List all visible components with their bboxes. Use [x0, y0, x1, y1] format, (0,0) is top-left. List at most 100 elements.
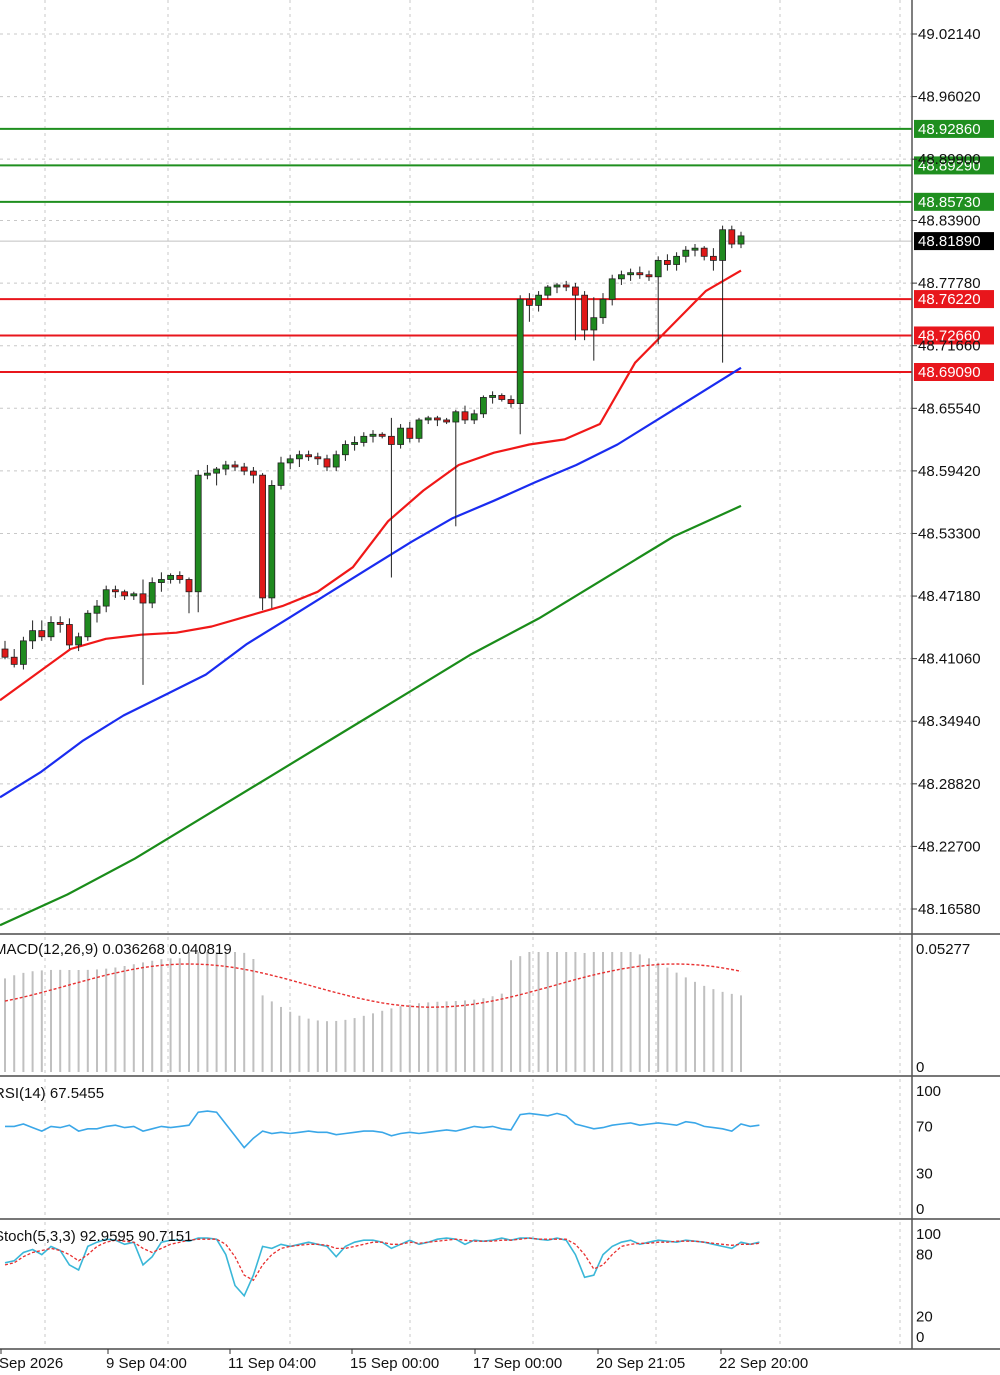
candle-bearish — [461, 411, 469, 421]
macd-top-tick: 0.05277 — [916, 941, 970, 958]
support-line-badge — [914, 326, 994, 345]
price-tick-label: 48.89900 — [918, 151, 981, 168]
resistance-line-label: 48.89290 — [918, 157, 981, 174]
price-tick-label: 48.59420 — [918, 463, 981, 480]
stoch-tick-label: 20 — [916, 1308, 933, 1325]
candle-bullish — [452, 411, 460, 423]
candle-bullish — [719, 229, 726, 261]
candle-bearish — [176, 575, 184, 580]
candle-bullish — [489, 395, 497, 398]
candle-bullish — [341, 444, 349, 456]
price-tick-label: 48.71660 — [918, 338, 981, 355]
resistance-line-badge — [914, 156, 994, 175]
candle-bearish — [406, 427, 414, 439]
candle-bearish — [581, 294, 588, 331]
support-line-label: 48.72660 — [918, 327, 981, 344]
resistance-line-label: 48.85730 — [918, 194, 981, 211]
time-tick-label: 20 Sep 21:05 — [596, 1355, 685, 1372]
current-price-badge — [914, 232, 994, 251]
candle-bullish — [553, 284, 561, 288]
rsi-label: RSI(14) 67.5455 — [0, 1085, 104, 1102]
price-tick-label: 48.22700 — [918, 838, 981, 855]
candle-bearish — [664, 260, 671, 265]
price-tick-label: 48.16580 — [918, 901, 981, 918]
price-tick-label: 49.02140 — [918, 26, 981, 43]
candle-bearish — [231, 464, 239, 468]
candle-bullish — [194, 474, 202, 593]
candle-bearish — [139, 593, 147, 604]
candle-bearish — [645, 274, 653, 278]
candle-bullish — [544, 286, 552, 296]
candle-bearish — [38, 630, 46, 638]
candle-bullish — [737, 235, 745, 245]
price-tick-label: 48.41060 — [918, 651, 981, 668]
macd-label: MACD(12,26,9) 0.036268 0.040819 — [0, 941, 232, 958]
candle-bearish — [323, 458, 331, 468]
candle-bearish — [249, 470, 257, 476]
macd-signal-line — [4, 963, 742, 1008]
support-line-badge — [914, 290, 994, 309]
candle-bullish — [535, 294, 542, 306]
rsi-tick-label: 30 — [916, 1166, 933, 1183]
rsi-tick-label: 70 — [916, 1118, 933, 1135]
candle-bearish — [443, 419, 451, 423]
candle-bullish — [682, 249, 690, 257]
candle-bearish — [572, 286, 579, 296]
candle-bearish — [507, 399, 515, 404]
candle-bullish — [102, 589, 110, 607]
time-tick-label: Sep 2026 — [0, 1355, 63, 1372]
candle-bullish — [295, 454, 303, 460]
candle-bullish — [93, 605, 101, 614]
candle-bullish — [29, 630, 37, 642]
candle-bullish — [516, 298, 524, 404]
candle-bullish — [277, 462, 285, 486]
candle-bullish — [222, 464, 230, 470]
price-tick-label: 48.28820 — [918, 776, 981, 793]
time-tick-label: 15 Sep 00:00 — [350, 1355, 439, 1372]
candle-bearish — [433, 417, 441, 421]
price-tick-label: 48.53300 — [918, 525, 981, 542]
candle-bullish — [75, 636, 82, 646]
candle-bullish — [360, 435, 368, 443]
candle-bullish — [673, 255, 680, 265]
resistance-line-badge — [914, 119, 994, 138]
rsi-panel: RSI(14) 67.5455 100 70 30 0 — [0, 1083, 941, 1218]
candle-bullish — [627, 272, 634, 276]
ma-fast-line — [0, 269, 742, 702]
grid — [0, 0, 912, 1349]
candle-bearish — [56, 622, 64, 625]
candle-bullish — [351, 442, 359, 445]
time-axis: Sep 2026 9 Sep 04:00 11 Sep 04:00 15 Sep 00… — [0, 1349, 808, 1372]
candle-bearish — [112, 589, 119, 593]
macd-panel: MACD(12,26,9) 0.036268 0.040819 0.05277 0 — [0, 941, 970, 1076]
candle-bearish — [259, 474, 267, 599]
stoch-panel: Stoch(5,3,3) 92.9595 90.7151 100 80 20 0 — [0, 1226, 941, 1346]
price-tick-label: 48.83900 — [918, 213, 981, 230]
candle-bearish — [562, 284, 570, 288]
candle-bearish — [121, 591, 128, 597]
time-tick-label: 9 Sep 04:00 — [106, 1355, 187, 1372]
candle-bullish — [618, 274, 625, 280]
candle-bullish — [148, 582, 156, 604]
support-line-badge — [914, 362, 994, 381]
candle-bullish — [47, 622, 55, 638]
candle-bullish — [590, 317, 598, 331]
price-tick-label: 48.34940 — [918, 713, 981, 730]
macd-zero-tick: 0 — [916, 1059, 924, 1076]
candle-bullish — [470, 413, 478, 421]
stoch-tick-label: 80 — [916, 1247, 933, 1264]
price-tick-label: 48.65540 — [918, 400, 981, 417]
candle-bearish — [498, 395, 506, 400]
candle-bullish — [415, 419, 423, 439]
candle-bullish — [84, 612, 92, 638]
stoch-tick-label: 0 — [916, 1329, 924, 1346]
candle-bullish — [369, 433, 377, 437]
time-tick-label: 22 Sep 20:00 — [719, 1355, 808, 1372]
candle-bearish — [185, 579, 193, 593]
candle-bearish — [526, 298, 533, 306]
current-price-label: 48.81890 — [918, 233, 981, 250]
candle-bearish — [66, 624, 73, 646]
candle-bullish — [19, 640, 27, 665]
